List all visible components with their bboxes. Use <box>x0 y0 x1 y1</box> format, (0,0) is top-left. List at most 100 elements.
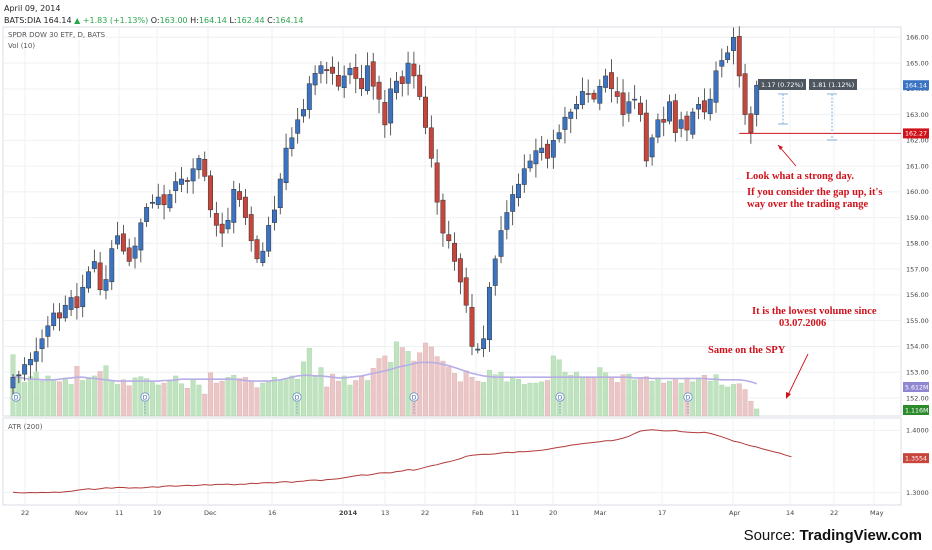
source-credit: Source: TradingView.com <box>744 527 922 544</box>
candle-up <box>498 230 504 257</box>
x-tick-label: 2014 <box>339 509 358 517</box>
dividend-marker-label: D <box>412 395 417 402</box>
volume-bar <box>591 377 597 417</box>
volume-bar <box>306 347 312 417</box>
candle-up <box>574 104 580 110</box>
last-price: 164.14 <box>43 16 72 25</box>
dividend-marker <box>409 392 419 402</box>
high-value: 164.14 <box>198 16 227 25</box>
candle-up <box>707 98 713 114</box>
source-prefix: Source: <box>743 527 800 544</box>
y-tick-label: 153.00 <box>906 369 929 377</box>
y-tick-label: 161.00 <box>906 162 929 170</box>
candle-down <box>434 162 440 203</box>
volume-bar <box>696 377 702 417</box>
volume-bar <box>271 377 277 417</box>
candle-down <box>428 127 434 159</box>
candle-down <box>638 102 643 115</box>
y-tick-label: 159.00 <box>906 214 929 222</box>
candle-up <box>730 37 736 51</box>
volume-bar <box>190 379 196 417</box>
candle-up <box>86 271 91 289</box>
volume-bar <box>452 373 458 417</box>
candle-up <box>341 75 347 88</box>
candle-up <box>27 359 33 366</box>
low-label: L: <box>229 16 237 25</box>
candle-up <box>39 338 45 349</box>
candle-down <box>452 242 458 262</box>
candle-up <box>388 88 394 124</box>
volume-bar <box>173 375 179 417</box>
note-lowest-volume-line1: It is the lowest volume since <box>752 306 877 317</box>
volume-bar <box>632 379 638 417</box>
volume-bar <box>620 374 626 417</box>
candle-down <box>684 115 690 131</box>
candle-up <box>725 52 731 60</box>
volume-bar <box>376 358 382 417</box>
x-tick-label: 13 <box>381 509 389 517</box>
candle-down <box>219 223 225 234</box>
candle-up <box>539 147 545 153</box>
volume-bar <box>481 382 487 417</box>
y-tick-label: 162.00 <box>906 137 929 145</box>
volume-bar <box>405 351 411 417</box>
y-tick-label: 155.00 <box>906 317 929 325</box>
volume-bar <box>434 356 440 417</box>
reference-price-tag-bg <box>903 128 929 139</box>
candle-down <box>359 78 365 90</box>
atr-last-tag: 1.3554 <box>905 455 927 462</box>
candle-up <box>289 137 295 149</box>
note-gap-line1: If you consider the gap up, it's <box>747 187 883 198</box>
volume-bar <box>643 376 649 417</box>
candle-up <box>603 75 609 88</box>
volume-bar <box>614 382 620 417</box>
volume-bar <box>260 382 266 417</box>
volume-bar <box>637 377 643 417</box>
candle-up <box>45 325 51 337</box>
measure-label-1: 1.17 (0.72%) <box>761 81 803 89</box>
volume-ma-tag-bg <box>903 382 929 392</box>
volume-bar <box>707 380 713 417</box>
last-price-tag: 164.14 <box>905 83 927 90</box>
volume-ma-tag: 5.612M <box>905 384 928 391</box>
candle-up <box>167 194 173 209</box>
reference-price-tag: 162.27 <box>905 131 927 138</box>
candle-up <box>306 83 312 110</box>
volume-bar <box>382 355 388 417</box>
measure-box-1 <box>758 79 806 90</box>
volume-bar <box>86 378 92 417</box>
close-label: C: <box>267 16 276 25</box>
volume-bar <box>161 382 167 417</box>
candle-down <box>184 180 190 182</box>
candle-down <box>237 191 243 200</box>
candle-up <box>394 80 399 93</box>
dividend-marker-label: D <box>558 395 563 402</box>
volume-last-tag: 1.116M <box>905 407 928 414</box>
candle-down <box>608 72 614 90</box>
volume-bar <box>574 371 580 417</box>
volume-bar <box>463 370 469 417</box>
x-tick-label: Nov <box>75 509 88 517</box>
volume-bar <box>498 371 504 417</box>
candle-down <box>126 247 132 262</box>
volume-bar <box>411 360 417 417</box>
y-tick-label: 152.00 <box>906 394 929 402</box>
candle-up <box>364 65 370 92</box>
dividend-marker <box>292 392 302 402</box>
candle-up <box>115 235 121 245</box>
volume-bar <box>533 382 539 417</box>
volume-bar <box>33 371 39 417</box>
atr-pane-title: ATR (200) <box>8 423 43 431</box>
volume-bar <box>341 375 347 417</box>
candle-up <box>597 86 603 104</box>
annotation-arrowhead <box>778 145 783 150</box>
volume-bar <box>568 375 574 417</box>
candle-down <box>370 61 376 87</box>
volume-bar <box>719 384 725 417</box>
candle-up <box>144 207 150 222</box>
x-tick-label: Mar <box>594 509 607 517</box>
volume-bar <box>219 380 225 417</box>
volume-bar <box>74 366 80 417</box>
volume-bar <box>393 341 399 417</box>
